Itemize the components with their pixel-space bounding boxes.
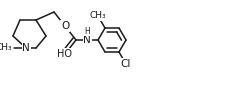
- Text: O: O: [61, 21, 69, 31]
- Text: N: N: [22, 43, 30, 53]
- Text: HO: HO: [58, 49, 73, 59]
- Text: Cl: Cl: [121, 59, 131, 69]
- Text: H: H: [84, 26, 90, 36]
- Text: CH₃: CH₃: [90, 11, 106, 21]
- Text: N: N: [83, 35, 91, 45]
- Text: CH₃: CH₃: [0, 44, 12, 52]
